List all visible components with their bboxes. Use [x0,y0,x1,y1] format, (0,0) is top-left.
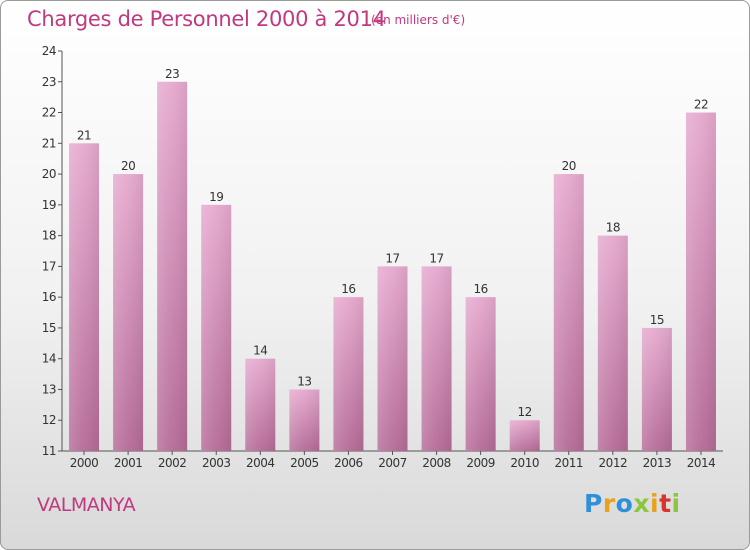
chart-subtitle: (en milliers d'€) [371,13,466,27]
bar-value-label: 12 [518,405,532,419]
bar-shading [157,81,188,452]
y-tick-label: 18 [42,229,56,243]
x-tick-label: 2014 [687,456,716,470]
bar-shading [597,235,628,451]
x-tick-label: 2009 [466,456,495,470]
logo-letter: t [659,489,672,518]
y-tick-label: 15 [42,321,56,335]
bar-value-label: 15 [650,313,664,327]
chart-title: Charges de Personnel 2000 à 2014 [27,7,386,31]
bar-shading [69,143,100,452]
logo-letter: i [650,489,660,518]
logo-letter: r [602,489,616,518]
logo-letter: i [671,489,681,518]
bar-shading [421,266,452,451]
bar-value-label: 13 [297,374,311,388]
bar-value-label: 17 [429,251,443,265]
bar-value-label: 14 [253,344,267,358]
y-tick-label: 16 [42,290,56,304]
bar-value-label: 20 [562,159,576,173]
bar-shading [333,297,364,451]
y-tick-label: 21 [42,136,56,150]
x-tick-label: 2013 [643,456,672,470]
x-tick-label: 2012 [599,456,628,470]
bar-value-label: 19 [209,190,223,204]
x-tick-label: 2010 [510,456,539,470]
bar-value-label: 20 [121,159,135,173]
x-tick-label: 2000 [70,456,99,470]
bar-value-label: 16 [473,282,487,296]
y-tick-label: 14 [42,352,56,366]
x-tick-label: 2006 [334,456,363,470]
x-tick-label: 2011 [554,456,583,470]
labels: 11 12 13 14 15 16 17 18 19 20 21 22 23 24 21 2000 20 2001… [42,44,716,470]
y-tick-label: 20 [42,167,56,181]
bars [69,81,716,452]
bar-value-label: 18 [606,221,620,235]
y-tick-label: 12 [42,413,56,427]
logo-letter: x [633,489,650,518]
x-tick-label: 2003 [202,456,231,470]
bar-shading [289,389,320,451]
bar-shading [113,174,144,452]
y-tick-label: 23 [42,75,56,89]
bar-shading [465,297,496,451]
y-tick-label: 24 [42,44,56,58]
bar-value-label: 22 [694,98,708,112]
x-tick-label: 2004 [246,456,275,470]
x-tick-label: 2005 [290,456,319,470]
bar-shading [509,420,540,451]
bar-shading [685,112,716,452]
logo-letter: P [584,489,603,518]
bar-shading [641,327,672,451]
y-tick-label: 13 [42,382,56,396]
bar-value-label: 16 [341,282,355,296]
bar-shading [377,266,408,451]
bar-shading [553,174,584,452]
x-tick-label: 2002 [158,456,187,470]
y-tick-label: 19 [42,198,56,212]
bar-value-label: 17 [385,251,399,265]
y-tick-label: 17 [42,259,56,273]
x-tick-label: 2008 [422,456,451,470]
y-tick-label: 22 [42,106,56,120]
x-tick-label: 2007 [378,456,407,470]
y-tick-label: 11 [42,444,56,458]
bar-shading [201,204,232,451]
bar-value-label: 23 [165,67,179,81]
logo-letter: o [615,489,634,518]
commune-name: VALMANYA [37,494,136,516]
bar-value-label: 21 [77,128,91,142]
x-tick-label: 2001 [114,456,143,470]
bar-shading [245,358,276,451]
proxiti-logo: Proxiti [584,489,681,518]
